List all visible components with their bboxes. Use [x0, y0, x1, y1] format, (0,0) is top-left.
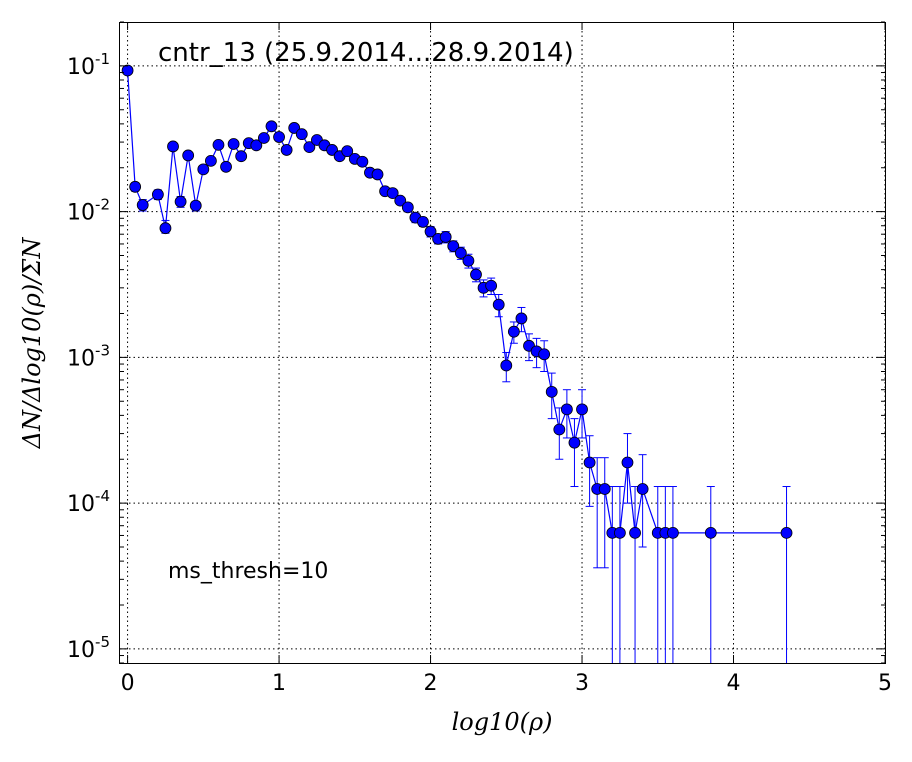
data-point — [485, 279, 498, 292]
data-point — [621, 456, 634, 469]
y-tick-label-base: 10 — [67, 201, 95, 226]
data-point — [560, 403, 573, 416]
data-point — [250, 139, 263, 152]
x-tick-label: 3 — [575, 671, 589, 696]
data-point — [704, 526, 717, 539]
y-tick-label-base: 10 — [67, 638, 95, 663]
data-point — [227, 138, 240, 150]
y-tick-label-exponent: -5 — [95, 633, 110, 651]
data-point — [401, 201, 414, 214]
y-axis-label-text: ΔN/Δlog10(ρ)/ΣN — [18, 237, 46, 450]
data-point — [553, 423, 566, 436]
y-tick-label-exponent: -3 — [95, 341, 110, 359]
data-point — [780, 526, 793, 539]
y-tick-label: 10-4 — [67, 487, 110, 517]
data-point — [636, 483, 649, 495]
data-point — [151, 188, 164, 201]
data-point — [159, 222, 172, 235]
x-axis-label-text: log10(ρ) — [452, 708, 553, 736]
data-point — [454, 247, 467, 259]
data-point — [500, 359, 513, 372]
data-point — [629, 526, 641, 539]
data-point — [174, 195, 187, 208]
data-point — [235, 150, 248, 163]
y-tick-label: 10-5 — [67, 633, 110, 663]
data-point — [182, 149, 195, 162]
data-point — [273, 131, 285, 143]
data-point — [167, 140, 179, 153]
data-point — [295, 128, 308, 141]
data-point — [583, 456, 596, 469]
data-point — [265, 120, 278, 133]
x-tick-label: 2 — [424, 671, 438, 696]
x-axis-label: log10(ρ) — [452, 708, 553, 736]
data-point — [197, 163, 210, 176]
data-point — [424, 225, 437, 238]
y-tick-label: 10-2 — [67, 196, 110, 226]
data-point — [280, 144, 293, 156]
data-point — [515, 312, 528, 325]
y-tick-label-base: 10 — [67, 492, 95, 517]
y-tick-label-exponent: -2 — [95, 196, 110, 214]
y-tick-label-exponent: -1 — [95, 50, 110, 68]
x-tick-label: 5 — [878, 671, 892, 696]
data-point — [220, 160, 232, 173]
data-point — [568, 436, 581, 449]
y-axis-label: ΔN/Δlog10(ρ)/ΣN — [18, 237, 46, 450]
data-point — [538, 348, 551, 361]
data-point — [136, 199, 149, 211]
data-point — [212, 138, 225, 151]
plot-frame — [119, 22, 886, 664]
data-point — [356, 155, 369, 168]
data-point — [204, 154, 217, 167]
y-tick-label-base: 10 — [67, 346, 95, 371]
x-tick-label: 0 — [121, 671, 135, 696]
data-point — [341, 145, 354, 158]
data-point — [545, 385, 558, 398]
data-point — [507, 325, 520, 338]
data-point — [129, 180, 142, 193]
y-tick-label: 10-3 — [67, 341, 110, 371]
x-tick-label: 4 — [727, 671, 741, 696]
series — [121, 64, 793, 663]
chart-annotation: ms_thresh=10 — [168, 559, 328, 584]
data-point — [288, 122, 301, 134]
data-point — [326, 144, 338, 156]
data-point — [303, 141, 316, 154]
data-point — [447, 240, 460, 253]
y-tick-label-base: 10 — [67, 55, 95, 80]
data-point — [417, 216, 429, 228]
data-point — [394, 194, 407, 207]
data-point — [462, 254, 475, 267]
y-tick-label: 10-1 — [67, 50, 110, 80]
data-point — [576, 403, 588, 416]
y-tick-label-exponent: -4 — [95, 487, 110, 505]
ticks: 0 1 2 3 4 510-110-210-310-410-5 — [67, 21, 892, 696]
data-point — [371, 168, 384, 181]
data-point — [492, 298, 505, 311]
data-point — [121, 64, 134, 77]
x-tick-label: 1 — [272, 671, 286, 696]
data-point — [258, 132, 270, 144]
data-point — [189, 199, 202, 212]
data-point — [470, 268, 482, 281]
data-point — [598, 483, 611, 495]
data-point — [439, 231, 452, 243]
data-point — [386, 187, 399, 199]
data-point — [614, 526, 626, 539]
chart-title: cntr_13 (25.9.2014...28.9.2014) — [158, 38, 574, 68]
data-point — [667, 526, 679, 539]
